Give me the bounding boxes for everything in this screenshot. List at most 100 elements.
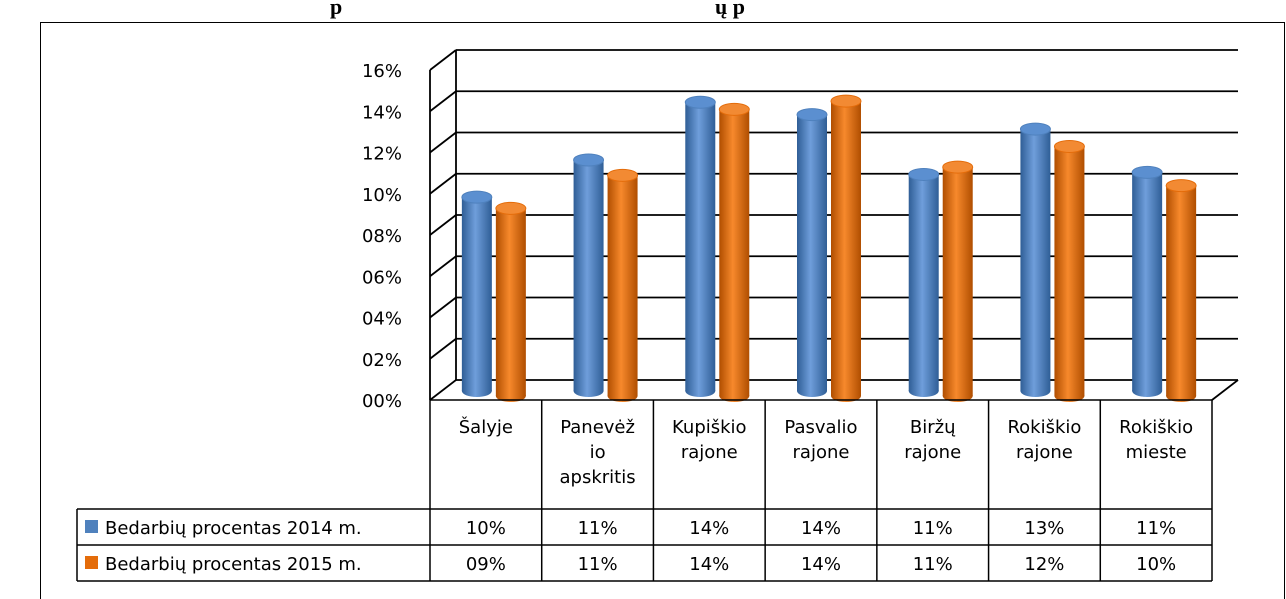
- y-tick-label: 02%: [362, 350, 402, 371]
- y-tick-label: 10%: [362, 185, 402, 206]
- bar-body: [1132, 172, 1163, 391]
- data-label: 12%: [1024, 554, 1064, 575]
- category-label: Panevėž: [560, 417, 635, 438]
- gridline-depth: [429, 90, 457, 112]
- bar-top: [1165, 179, 1197, 193]
- bar: [461, 190, 493, 397]
- legend-label: Bedarbių procentas 2014 m.: [105, 518, 362, 539]
- svg-text:ų p: ų p: [715, 0, 745, 19]
- data-label: 09%: [466, 554, 506, 575]
- bar: [796, 108, 828, 397]
- bar-body: [908, 174, 939, 391]
- bar-body: [942, 167, 973, 396]
- bar-top: [718, 102, 750, 116]
- category-label: io: [590, 442, 606, 463]
- chart-title-strip: p ų p: [0, 0, 1286, 24]
- category-label: rajone: [1016, 442, 1073, 463]
- bar: [573, 153, 605, 397]
- bar-body: [1020, 129, 1051, 391]
- svg-text:p: p: [330, 0, 342, 19]
- category-label: Rokiškio: [1007, 417, 1081, 438]
- bar-top: [796, 108, 828, 122]
- gridline-depth: [429, 255, 457, 277]
- gridline-depth: [429, 49, 457, 71]
- bar: [495, 201, 527, 402]
- bar: [1053, 139, 1085, 402]
- category-label: rajone: [793, 442, 850, 463]
- bar-top: [607, 168, 639, 182]
- data-label: 14%: [801, 554, 841, 575]
- chart-frame: [40, 22, 1285, 599]
- y-tick-label: 14%: [362, 102, 402, 123]
- gridline-depth: [429, 173, 457, 195]
- bar-base: [719, 390, 750, 402]
- y-tick-label: 08%: [362, 226, 402, 247]
- data-label: 14%: [689, 518, 729, 539]
- data-table: Šalyje Panevėž io apskritis Kupiškio rajone Pa…: [76, 399, 1213, 582]
- bar-body: [685, 102, 716, 391]
- bar-base: [1132, 385, 1163, 397]
- bar: [1019, 122, 1051, 397]
- bar: [830, 94, 862, 402]
- data-label: 11%: [578, 518, 618, 539]
- bar: [1165, 179, 1197, 402]
- y-tick-label: 12%: [362, 144, 402, 165]
- bar-top: [1053, 139, 1085, 153]
- category-label: Rokiškio: [1119, 417, 1193, 438]
- data-label: 11%: [578, 554, 618, 575]
- bar-body: [797, 114, 827, 391]
- title-strip-svg: p ų p: [330, 0, 745, 19]
- floor-edge: [1211, 379, 1239, 401]
- category-label: rajone: [681, 442, 738, 463]
- bar: [1131, 165, 1163, 397]
- bar-base: [831, 390, 861, 402]
- gridline-depth: [429, 131, 457, 154]
- bar: [908, 167, 940, 397]
- y-axis: 00% 02% 04% 06% 08% 10% 12% 14% 16%: [362, 61, 402, 412]
- data-label: 10%: [466, 518, 506, 539]
- bar-base: [942, 390, 973, 402]
- legend-key: [85, 556, 98, 569]
- bar-body: [831, 101, 861, 396]
- gridline-depth: [429, 338, 457, 360]
- bar-top: [1019, 122, 1051, 136]
- y-tick-label: 04%: [362, 309, 402, 330]
- data-label: 13%: [1024, 518, 1064, 539]
- bar-base: [1054, 390, 1085, 402]
- category-label: Šalyje: [459, 416, 513, 438]
- data-label: 10%: [1136, 554, 1176, 575]
- bar-top: [573, 153, 605, 167]
- bar-body: [719, 109, 750, 396]
- bar-base: [461, 385, 492, 397]
- legend-key: [85, 520, 98, 533]
- bar-body: [495, 208, 526, 396]
- bar-base: [797, 385, 827, 397]
- y-tick-label: 16%: [362, 61, 402, 82]
- bar-base: [495, 390, 526, 402]
- bar-base: [573, 385, 604, 397]
- bar-top: [942, 160, 974, 174]
- gridline-depth: [429, 379, 457, 401]
- bar-base: [607, 390, 638, 402]
- bar: [942, 160, 974, 402]
- category-label: rajone: [904, 442, 961, 463]
- bars-layer: [461, 94, 1197, 402]
- bar: [607, 168, 639, 402]
- bar: [718, 102, 750, 402]
- bar-base: [908, 385, 939, 397]
- bar-base: [1020, 385, 1051, 397]
- bar-base: [685, 385, 716, 397]
- bar-base: [1166, 390, 1197, 402]
- data-label: 11%: [913, 518, 953, 539]
- legend-label: Bedarbių procentas 2015 m.: [105, 554, 362, 575]
- y-tick-label: 00%: [362, 391, 402, 412]
- bar-top: [461, 190, 493, 204]
- bar-body: [1054, 146, 1085, 396]
- category-label: Kupiškio: [672, 417, 747, 438]
- bar-top: [684, 95, 716, 109]
- bar-body: [1166, 185, 1197, 396]
- data-label: 14%: [801, 518, 841, 539]
- bar-body: [461, 197, 492, 391]
- bar-body: [573, 160, 604, 391]
